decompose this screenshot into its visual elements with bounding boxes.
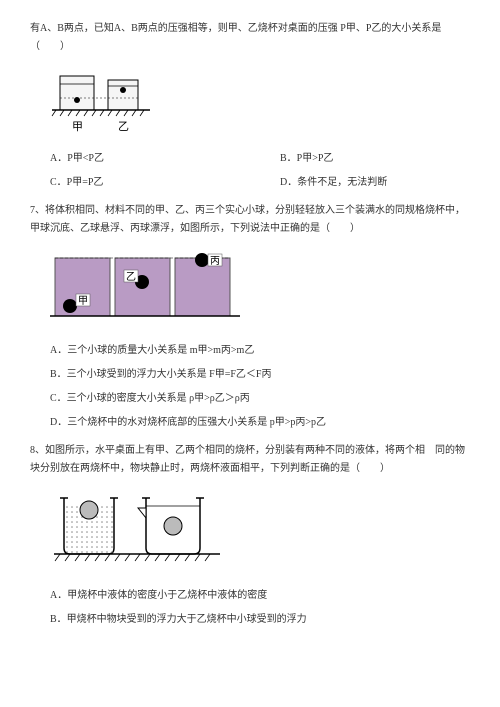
q8-stem: 8、如图所示，水平桌面上有甲、乙两个相同的烧杯，分别装有两种不同的液体，将两个相… bbox=[30, 442, 470, 478]
q7-opt-d: D．三个烧杯中的水对烧杯底部的压强大小关系是 p甲>p丙>p乙 bbox=[50, 414, 470, 432]
q6-options-row2: C．P甲=P乙 D．条件不足，无法判断 bbox=[50, 174, 470, 192]
q6-opt-c: C．P甲=P乙 bbox=[50, 174, 280, 192]
q8-opt-b: B．甲烧杯中物块受到的浮力大于乙烧杯中小球受到的浮力 bbox=[50, 611, 470, 629]
q7-svg: 甲 乙 丙 bbox=[50, 250, 240, 330]
q6-opt-b: B．P甲>P乙 bbox=[280, 150, 333, 168]
q7-opt-c: C．三个小球的密度大小关系是 ρ甲>ρ乙＞ρ丙 bbox=[50, 390, 470, 408]
svg-text:甲: 甲 bbox=[78, 296, 88, 307]
svg-text:乙: 乙 bbox=[126, 271, 136, 283]
svg-text:丙: 丙 bbox=[210, 256, 220, 267]
q6-label-left: 甲 bbox=[72, 121, 83, 133]
q7-figure: 甲 乙 丙 bbox=[50, 250, 470, 330]
q6-opt-a: A．P甲<P乙 bbox=[50, 150, 280, 168]
q6-options-row1: A．P甲<P乙 B．P甲>P乙 bbox=[50, 150, 470, 168]
q8-opt-a: A．甲烧杯中液体的密度小于乙烧杯中液体的密度 bbox=[50, 587, 470, 605]
q6-figure: 甲 乙 bbox=[50, 68, 470, 138]
q8-svg bbox=[50, 490, 230, 575]
q6-stem: 有A、B两点，已知A、B两点的压强相等，则甲、乙烧杯对桌面的压强 P甲、P乙的大… bbox=[30, 20, 470, 56]
q6-label-right: 乙 bbox=[118, 120, 129, 133]
q7-opt-b: B．三个小球受到的浮力大小关系是 F甲=F乙＜F丙 bbox=[50, 366, 470, 384]
q6-svg: 甲 乙 bbox=[50, 68, 170, 138]
q7-opt-a: A．三个小球的质量大小关系是 m甲>m丙>m乙 bbox=[50, 342, 470, 360]
q7-stem: 7、将体积相同、材料不同的甲、乙、丙三个实心小球，分别轻轻放入三个装满水的同规格… bbox=[30, 202, 470, 238]
q6-opt-d: D．条件不足，无法判断 bbox=[280, 174, 387, 192]
q8-figure bbox=[50, 490, 470, 575]
